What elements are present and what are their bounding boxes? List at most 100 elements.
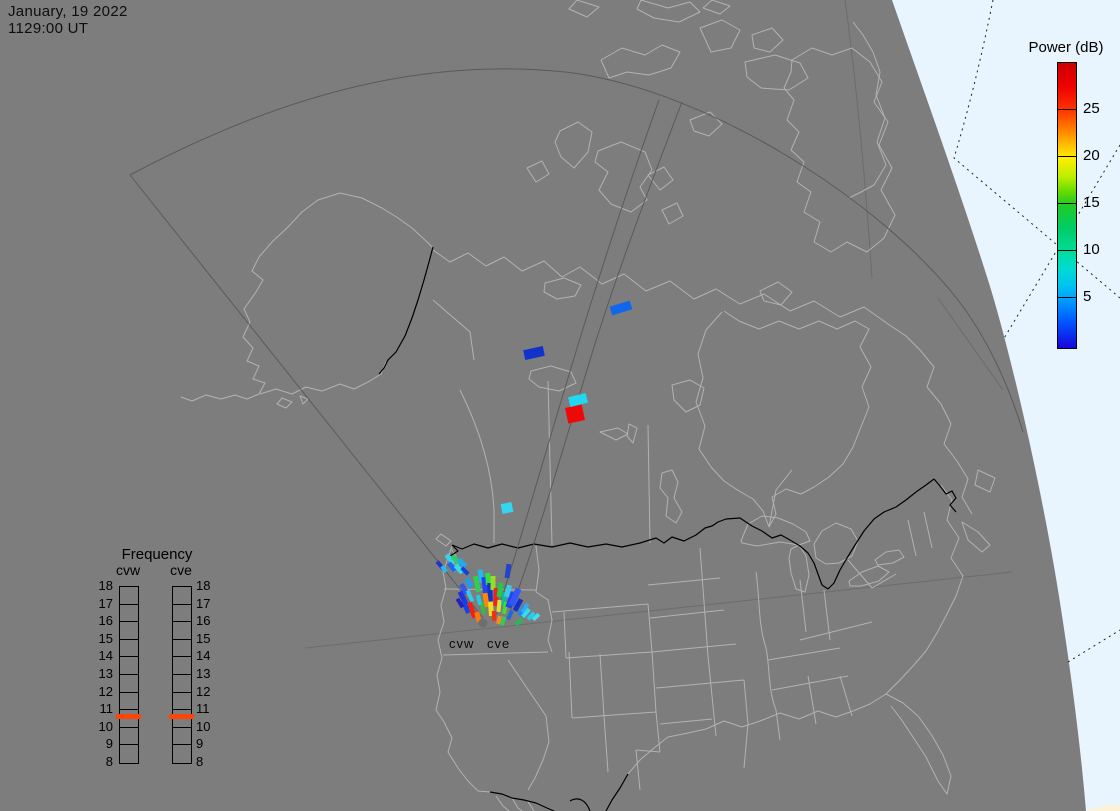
radar-echo bbox=[440, 565, 448, 573]
timestamp: January, 19 2022 1129:00 UT bbox=[8, 3, 128, 37]
great-lakes bbox=[740, 515, 905, 593]
lake-winnipeg bbox=[659, 469, 683, 524]
province-lines bbox=[432, 299, 793, 546]
frequency-column-label-cve: cve bbox=[170, 562, 192, 578]
great-slave-lake bbox=[528, 365, 577, 392]
radar-echo bbox=[466, 601, 478, 619]
great-bear-lake bbox=[543, 277, 582, 300]
radar-echo bbox=[496, 582, 504, 598]
date-line: January, 19 2022 bbox=[8, 3, 128, 20]
state-lines bbox=[442, 511, 933, 791]
frequency-tick-label: 16 bbox=[196, 613, 211, 629]
radar-echo bbox=[503, 584, 513, 598]
colorbar-tick-line bbox=[1058, 109, 1076, 110]
site-label-cvw: cvw bbox=[449, 636, 475, 651]
frequency-tick-label: 14 bbox=[98, 648, 113, 664]
beam-edge-left bbox=[495, 99, 660, 616]
gulf-coast bbox=[627, 710, 854, 775]
baja bbox=[495, 795, 535, 811]
radar-echo bbox=[491, 610, 497, 622]
radar-echo bbox=[444, 553, 456, 565]
frequency-tick-label: 18 bbox=[98, 578, 113, 593]
radar-echo bbox=[609, 300, 633, 316]
radar-echo bbox=[464, 577, 474, 589]
radar-echo bbox=[496, 599, 502, 613]
frequency-tick-label: 13 bbox=[196, 666, 211, 681]
coastlines bbox=[180, 0, 996, 811]
west-coast bbox=[435, 545, 491, 793]
colorbar-tick-line bbox=[1058, 203, 1076, 204]
frequency-tick-label: 13 bbox=[98, 666, 113, 681]
mexico-border bbox=[489, 773, 629, 811]
echo-layer bbox=[435, 300, 633, 627]
frequency-title: Frequency bbox=[121, 546, 193, 563]
frequency-tick-label: 9 bbox=[196, 736, 204, 752]
radar-echo bbox=[446, 561, 458, 573]
colorbar-tick-line bbox=[1058, 156, 1076, 157]
frequency-tick-label: 11 bbox=[99, 701, 114, 717]
colorbar-tick-line bbox=[1058, 297, 1076, 298]
frequency-tick-label: 18 bbox=[196, 578, 211, 593]
maritimes bbox=[961, 469, 996, 553]
colorbar-tick-label: 20 bbox=[1083, 147, 1100, 164]
site-label-cve: cve bbox=[487, 636, 511, 651]
frequency-tick-label: 15 bbox=[98, 630, 113, 646]
radar-echo bbox=[565, 404, 585, 424]
radar-echo bbox=[455, 597, 465, 609]
frequency-tick-label: 11 bbox=[196, 701, 210, 717]
frequency-tick-line bbox=[120, 603, 138, 605]
colorbar-tick-label: 10 bbox=[1083, 241, 1100, 258]
frequency-column-label-cvw: cvw bbox=[115, 562, 141, 578]
radar-echo bbox=[568, 392, 588, 408]
frequency-tick-line bbox=[173, 621, 191, 623]
frequency-tick-label: 17 bbox=[196, 595, 211, 611]
labrador-coast bbox=[905, 335, 973, 515]
alaska-border bbox=[378, 246, 434, 375]
frequency-tick-label: 12 bbox=[98, 683, 113, 699]
radar-echo bbox=[521, 607, 531, 619]
radar-echo bbox=[485, 572, 491, 586]
frequency-tick-line bbox=[120, 674, 138, 675]
radar-fov-fan bbox=[129, 68, 1024, 619]
colorbar-title: Power (dB) bbox=[1028, 39, 1104, 56]
baffin-island bbox=[783, 47, 896, 253]
colorbar-tick-line bbox=[1058, 250, 1076, 251]
frequency-tick-line bbox=[173, 638, 191, 640]
us-canada-border bbox=[451, 478, 935, 590]
florida bbox=[885, 693, 952, 795]
frequency-tick-line bbox=[120, 638, 138, 640]
radar-echo bbox=[472, 575, 482, 593]
beam-edge-right bbox=[507, 101, 683, 618]
space-graticule-dotted bbox=[953, 0, 1120, 663]
fan-far-arc bbox=[129, 68, 1024, 433]
radar-echo bbox=[512, 598, 524, 612]
frequency-tick-label: 12 bbox=[196, 683, 211, 699]
radar-echo bbox=[506, 609, 514, 621]
radar-echo bbox=[490, 576, 496, 590]
frequency-tick-label: 10 bbox=[196, 718, 211, 734]
radar-echo bbox=[499, 616, 507, 626]
strait-detail bbox=[449, 544, 459, 557]
greenland-sliver bbox=[848, 21, 887, 199]
colorbar-tick-label: 25 bbox=[1083, 100, 1100, 117]
radar-echo bbox=[460, 566, 470, 576]
frequency-tick-line bbox=[120, 744, 138, 746]
frequency-active-marker bbox=[116, 714, 141, 719]
frequency-tick-line bbox=[173, 744, 191, 746]
radar-echo bbox=[523, 346, 545, 360]
frequency-active-marker bbox=[169, 714, 194, 719]
frequency-tick-label: 8 bbox=[105, 754, 113, 769]
frequency-tick-line bbox=[173, 726, 191, 728]
radar-echo bbox=[526, 611, 536, 621]
radar-echo bbox=[461, 600, 471, 614]
radar-echo bbox=[504, 563, 512, 579]
frequency-bar-cve bbox=[172, 586, 192, 764]
frequency-tick-label: 15 bbox=[196, 630, 211, 646]
colorbar-tick-label: 5 bbox=[1083, 288, 1092, 305]
frequency-tick-line bbox=[120, 709, 138, 711]
frequency-tick-line bbox=[120, 656, 138, 658]
radar-echo bbox=[475, 594, 483, 606]
arctic-islands bbox=[526, 0, 809, 225]
